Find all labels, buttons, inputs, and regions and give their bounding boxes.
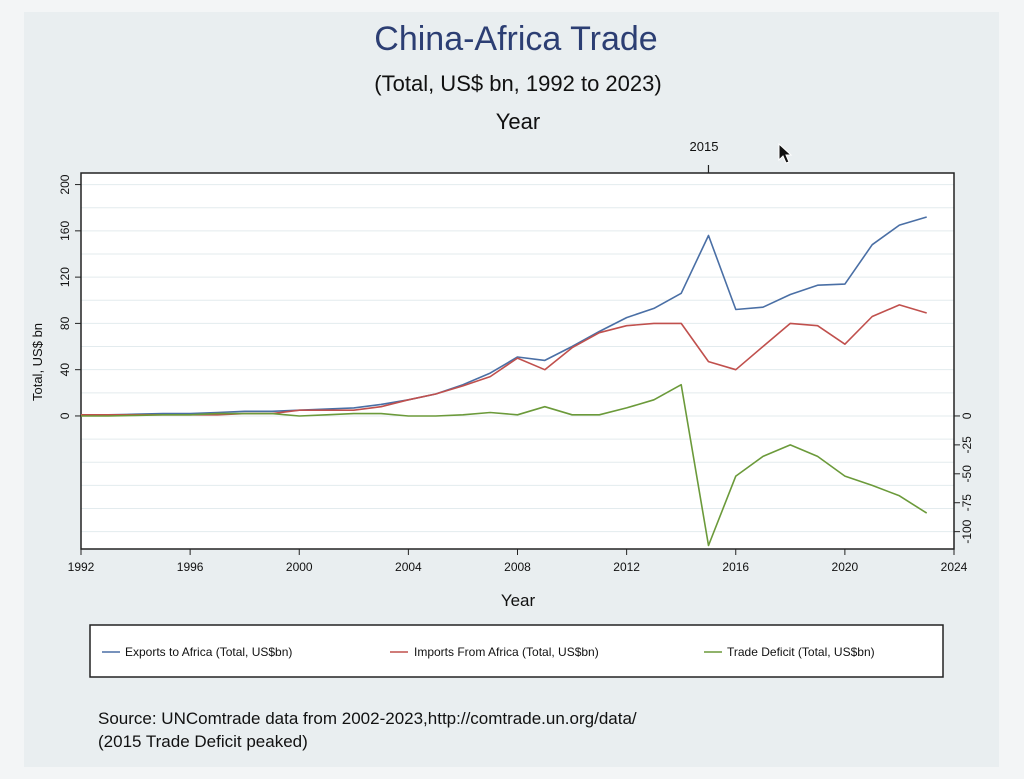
top-axis-title: Year (496, 109, 540, 134)
y-tick-label-left: 120 (58, 267, 72, 287)
legend: Exports to Africa (Total, US$bn) Imports… (89, 624, 944, 678)
x-tick-label: 1996 (177, 560, 204, 574)
source-note: Source: UNComtrade data from 2002-2023,h… (98, 709, 637, 728)
x-tick-label: 2020 (832, 560, 859, 574)
x-tick-label: 2000 (286, 560, 313, 574)
y-tick-label-right: -25 (960, 436, 974, 454)
y-tick-label-right: -50 (960, 465, 974, 483)
y-tick-label-left: 80 (58, 316, 72, 330)
y-axis-title: Total, US$ bn (30, 323, 45, 401)
x-tick-label: 2024 (941, 560, 968, 574)
y-tick-label-right: -75 (960, 494, 974, 512)
x-tick-label: 2012 (613, 560, 640, 574)
x-tick-label: 2016 (722, 560, 749, 574)
gridlines (81, 173, 954, 549)
mouse-cursor-icon (778, 143, 793, 164)
chart-title: China-Africa Trade (374, 20, 657, 58)
chart-panel: China-Africa Trade (Total, US$ bn, 1992 … (24, 12, 999, 767)
series-line-exports (81, 216, 927, 416)
y-tick-label-left: 200 (58, 174, 72, 194)
top-axis-tick-label: 2015 (690, 139, 719, 154)
legend-label-deficit: Trade Deficit (Total, US$bn) (727, 645, 875, 659)
series-line-deficit (81, 383, 928, 547)
x-tick-label: 2008 (504, 560, 531, 574)
y-tick-label-right: -100 (960, 519, 974, 543)
y-tick-label-left: 160 (58, 221, 72, 241)
x-axis-title: Year (501, 591, 536, 610)
legend-label-imports: Imports From Africa (Total, US$bn) (414, 645, 599, 659)
series-lines (81, 216, 928, 547)
x-tick-label: 1992 (68, 560, 95, 574)
legend-label-exports: Exports to Africa (Total, US$bn) (125, 645, 292, 659)
legend-box (89, 624, 944, 678)
y-tick-label-right: 0 (960, 412, 974, 419)
y-tick-label-left: 0 (58, 412, 72, 419)
series-line-imports (81, 304, 927, 416)
chart-subtitle: (Total, US$ bn, 1992 to 2023) (374, 71, 661, 96)
source-note-2: (2015 Trade Deficit peaked) (98, 732, 308, 751)
y-tick-label-left: 40 (58, 363, 72, 377)
chart: China-Africa Trade (Total, US$ bn, 1992 … (30, 20, 974, 751)
x-tick-label: 2004 (395, 560, 422, 574)
plot-background (81, 173, 954, 549)
